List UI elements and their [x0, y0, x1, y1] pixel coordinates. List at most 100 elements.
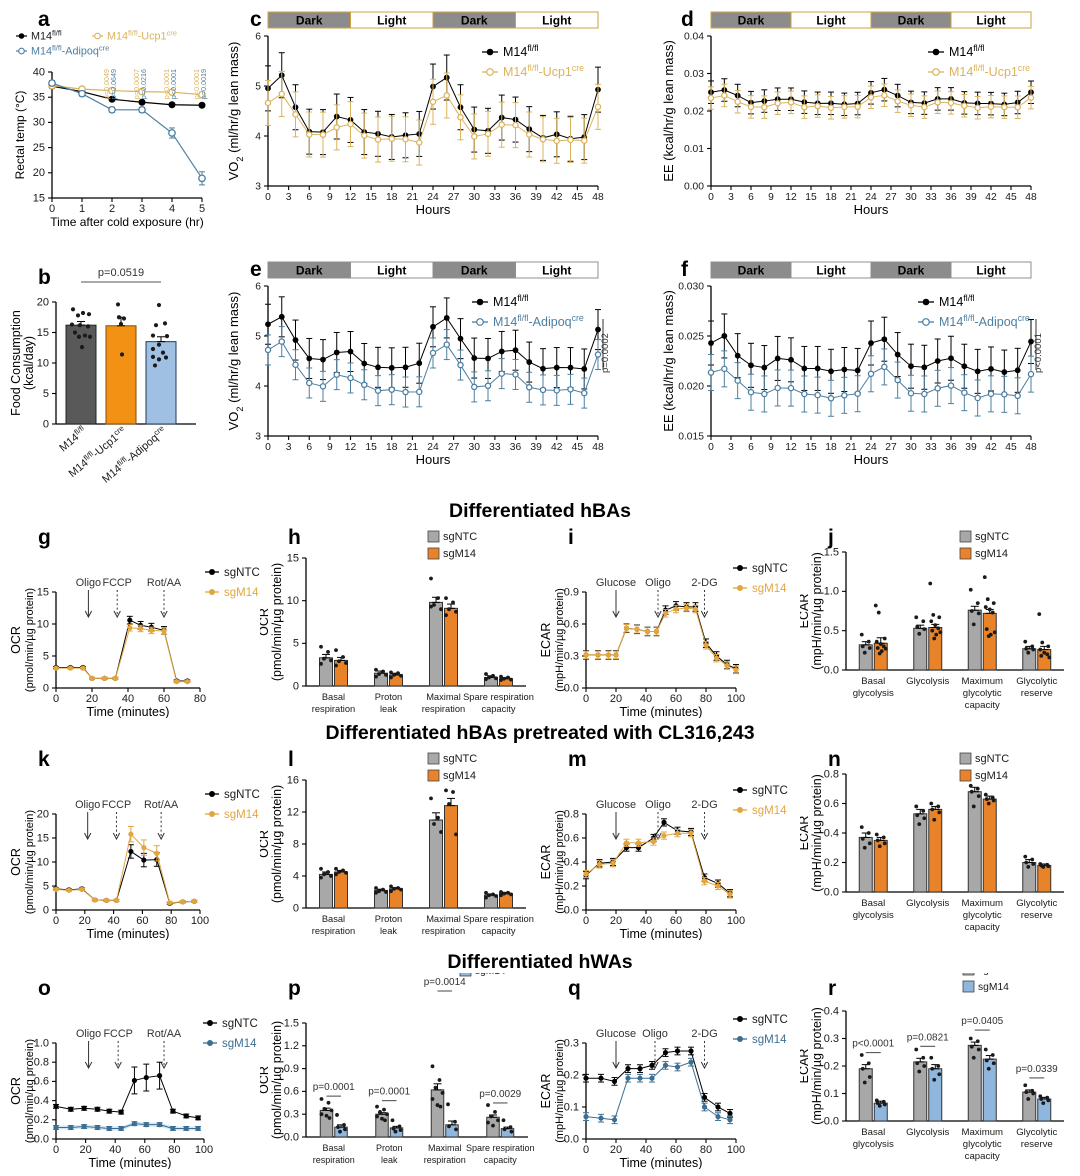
svg-text:12: 12 — [785, 442, 797, 453]
svg-text:(pmol/min/µg protein): (pmol/min/µg protein) — [24, 1039, 36, 1143]
svg-text:capacity: capacity — [965, 700, 1000, 711]
svg-text:p=0.0821: p=0.0821 — [907, 1032, 949, 1043]
svg-text:1.5: 1.5 — [824, 546, 839, 558]
svg-text:Dark: Dark — [296, 264, 323, 278]
svg-text:0.0: 0.0 — [284, 1131, 299, 1143]
svg-text:0: 0 — [53, 1144, 59, 1156]
svg-text:respiration: respiration — [313, 1155, 355, 1165]
svg-text:30: 30 — [469, 192, 481, 203]
svg-text:sgNTC: sgNTC — [752, 563, 788, 575]
svg-text:leak: leak — [380, 704, 397, 714]
svg-text:6: 6 — [306, 192, 312, 203]
svg-text:20: 20 — [37, 296, 49, 308]
svg-text:Glucose: Glucose — [596, 1028, 636, 1040]
svg-text:18: 18 — [386, 192, 398, 203]
svg-text:Spare respiration: Spare respiration — [463, 692, 534, 702]
svg-text:reserve: reserve — [1021, 688, 1053, 699]
svg-text:12: 12 — [345, 192, 357, 203]
svg-text:3: 3 — [728, 442, 734, 453]
svg-text:8: 8 — [293, 838, 299, 850]
svg-text:0.9: 0.9 — [284, 1063, 299, 1075]
svg-text:Proton: Proton — [375, 914, 402, 924]
svg-text:40: 40 — [109, 1144, 121, 1156]
svg-text:0.1: 0.1 — [824, 1088, 839, 1100]
svg-text:Light: Light — [976, 264, 1005, 278]
svg-text:42: 42 — [985, 442, 997, 453]
svg-text:36: 36 — [945, 192, 957, 203]
svg-text:Maximum: Maximum — [961, 898, 1003, 909]
svg-text:sgNTC: sgNTC — [224, 567, 260, 579]
svg-text:0.025: 0.025 — [678, 331, 704, 342]
svg-text:0.2: 0.2 — [824, 857, 839, 869]
svg-text:0.030: 0.030 — [678, 281, 704, 292]
svg-text:sgNTC: sgNTC — [975, 531, 1009, 543]
svg-text:30: 30 — [33, 117, 45, 129]
svg-text:20: 20 — [79, 915, 91, 927]
svg-text:(pmol/min/µg protein): (pmol/min/µg protein) — [270, 1021, 284, 1139]
svg-text:45: 45 — [1005, 192, 1017, 203]
svg-text:45: 45 — [1005, 442, 1017, 453]
svg-text:40: 40 — [33, 66, 45, 78]
svg-text:Oligo: Oligo — [76, 577, 101, 589]
svg-text:40: 40 — [107, 915, 119, 927]
svg-text:9: 9 — [327, 442, 333, 453]
svg-text:39: 39 — [965, 192, 977, 203]
svg-text:Glucose: Glucose — [596, 577, 636, 589]
svg-text:20: 20 — [610, 1144, 622, 1156]
svg-text:sgNTC: sgNTC — [978, 973, 1011, 976]
svg-text:Light: Light — [976, 14, 1005, 28]
svg-text:33: 33 — [925, 192, 937, 203]
svg-text:Rectal temp (°C): Rectal temp (°C) — [13, 91, 27, 180]
svg-text:glycolysis: glycolysis — [853, 1139, 894, 1150]
svg-text:0: 0 — [293, 680, 299, 692]
svg-text:80: 80 — [194, 693, 206, 705]
svg-text:M14fl/fl: M14fl/fl — [31, 28, 62, 43]
svg-text:0.3: 0.3 — [284, 1109, 299, 1121]
svg-text:5: 5 — [43, 650, 49, 662]
svg-text:0: 0 — [265, 442, 271, 453]
svg-text:Dark: Dark — [461, 14, 488, 28]
svg-text:M14fl/fl-Adipoqcre: M14fl/fl-Adipoqcre — [493, 313, 584, 329]
svg-text:p=0.0519: p=0.0519 — [98, 267, 144, 279]
svg-text:0.2: 0.2 — [824, 1060, 839, 1072]
svg-text:M14fl/fl: M14fl/fl — [56, 423, 89, 454]
svg-text:Maximum: Maximum — [961, 676, 1003, 687]
svg-text:p=0.0019: p=0.0019 — [199, 69, 208, 99]
svg-text:4: 4 — [293, 870, 299, 882]
svg-text:Basal: Basal — [322, 692, 345, 702]
svg-text:0.04: 0.04 — [684, 31, 704, 42]
svg-text:60: 60 — [139, 1144, 151, 1156]
svg-text:6: 6 — [306, 442, 312, 453]
svg-text:Light: Light — [542, 14, 571, 28]
svg-text:capacity: capacity — [965, 1151, 1000, 1162]
svg-text:12: 12 — [287, 806, 299, 818]
svg-text:sgM14: sgM14 — [975, 548, 1008, 560]
svg-text:100: 100 — [727, 693, 745, 705]
svg-text:10: 10 — [37, 856, 49, 868]
svg-text:2-DG: 2-DG — [691, 577, 717, 589]
svg-text:OCR: OCR — [10, 626, 23, 654]
svg-text:0.6: 0.6 — [284, 1086, 299, 1098]
svg-text:0: 0 — [43, 904, 49, 916]
svg-text:20: 20 — [610, 693, 622, 705]
svg-text:Maximal: Maximal — [426, 692, 461, 702]
svg-text:p=0.0001: p=0.0001 — [368, 1087, 410, 1098]
svg-text:Proton: Proton — [375, 692, 402, 702]
svg-text:sgM14: sgM14 — [224, 809, 259, 821]
svg-text:33: 33 — [925, 442, 937, 453]
svg-text:capacity: capacity — [481, 704, 515, 714]
svg-text:Hours: Hours — [854, 202, 889, 217]
svg-text:15: 15 — [805, 192, 817, 203]
svg-text:(mpH/min/µg protein): (mpH/min/µg protein) — [810, 552, 824, 670]
svg-text:Hours: Hours — [854, 452, 889, 467]
svg-text:0.0: 0.0 — [824, 886, 839, 898]
svg-text:15: 15 — [37, 832, 49, 844]
svg-text:35: 35 — [33, 92, 45, 104]
svg-text:20: 20 — [86, 693, 98, 705]
svg-text:Dark: Dark — [738, 264, 765, 278]
svg-text:Maximum: Maximum — [961, 1127, 1003, 1138]
svg-text:0: 0 — [708, 442, 714, 453]
svg-text:Dark: Dark — [461, 264, 488, 278]
svg-text:glycolytic: glycolytic — [963, 1139, 1002, 1150]
svg-text:15: 15 — [33, 192, 45, 204]
